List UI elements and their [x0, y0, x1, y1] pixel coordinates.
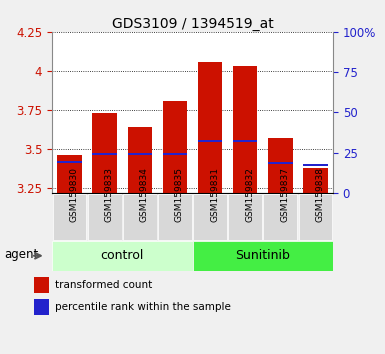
Bar: [127, 127, 152, 193]
Text: agent: agent: [4, 248, 38, 261]
Bar: [92, 113, 117, 193]
Bar: [57, 155, 82, 193]
Text: GSM159831: GSM159831: [210, 167, 219, 222]
Text: Sunitinib: Sunitinib: [235, 249, 290, 262]
Bar: [303, 164, 328, 166]
Text: GSM159835: GSM159835: [175, 167, 184, 222]
Bar: [268, 138, 293, 193]
Text: GSM159830: GSM159830: [70, 167, 79, 222]
Text: control: control: [100, 249, 144, 262]
Bar: [162, 153, 187, 155]
Bar: [303, 168, 328, 193]
Bar: [268, 162, 293, 164]
Text: transformed count: transformed count: [55, 280, 152, 290]
Bar: [198, 140, 223, 142]
Bar: [127, 153, 152, 155]
Text: GSM159833: GSM159833: [105, 167, 114, 222]
Bar: [233, 66, 258, 193]
Bar: [162, 101, 187, 193]
Bar: [34, 298, 49, 315]
Text: percentile rank within the sample: percentile rank within the sample: [55, 302, 230, 312]
Bar: [57, 161, 82, 163]
Bar: [198, 62, 223, 193]
Text: GSM159838: GSM159838: [315, 167, 325, 222]
Text: GSM159834: GSM159834: [140, 167, 149, 222]
Text: GSM159837: GSM159837: [280, 167, 290, 222]
Text: GSM159832: GSM159832: [245, 167, 254, 222]
Title: GDS3109 / 1394519_at: GDS3109 / 1394519_at: [112, 17, 273, 31]
Bar: [233, 140, 258, 142]
Bar: [92, 153, 117, 155]
Bar: [34, 277, 49, 293]
